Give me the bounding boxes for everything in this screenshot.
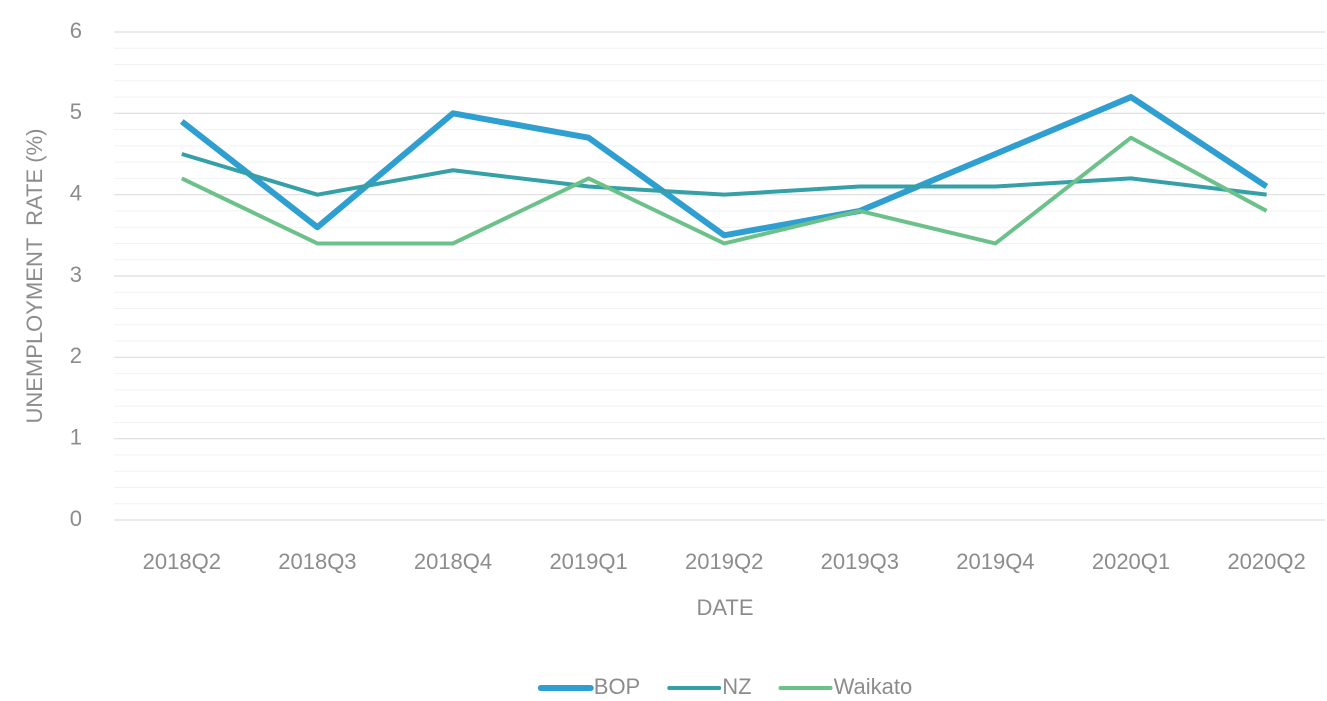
legend-label: Waikato (834, 674, 913, 699)
x-tick-label: 2019Q3 (821, 549, 899, 574)
x-tick-label: 2020Q2 (1227, 549, 1305, 574)
y-tick-label: 5 (70, 99, 82, 124)
x-tick-label: 2018Q3 (278, 549, 356, 574)
y-tick-label: 1 (70, 424, 82, 449)
x-tick-label: 2018Q4 (414, 549, 492, 574)
legend-label: NZ (722, 674, 751, 699)
y-tick-label: 2 (70, 343, 82, 368)
y-tick-label: 6 (70, 18, 82, 43)
y-tick-label: 0 (70, 506, 82, 531)
x-tick-label: 2019Q1 (549, 549, 627, 574)
y-tick-label: 4 (70, 180, 82, 205)
legend-label: BOP (594, 674, 640, 699)
x-tick-label: 2018Q2 (143, 549, 221, 574)
line-series (181, 152, 1267, 197)
line-series (180, 135, 1268, 246)
x-tick-label: 2020Q1 (1092, 549, 1170, 574)
x-axis-label: DATE (696, 595, 753, 620)
y-tick-label: 3 (70, 262, 82, 287)
y-axis-label: UNEMPLOYMENT RATE (%) (22, 129, 47, 424)
line-series (179, 94, 1269, 239)
x-tick-label: 2019Q4 (956, 549, 1034, 574)
x-tick-label: 2019Q2 (685, 549, 763, 574)
